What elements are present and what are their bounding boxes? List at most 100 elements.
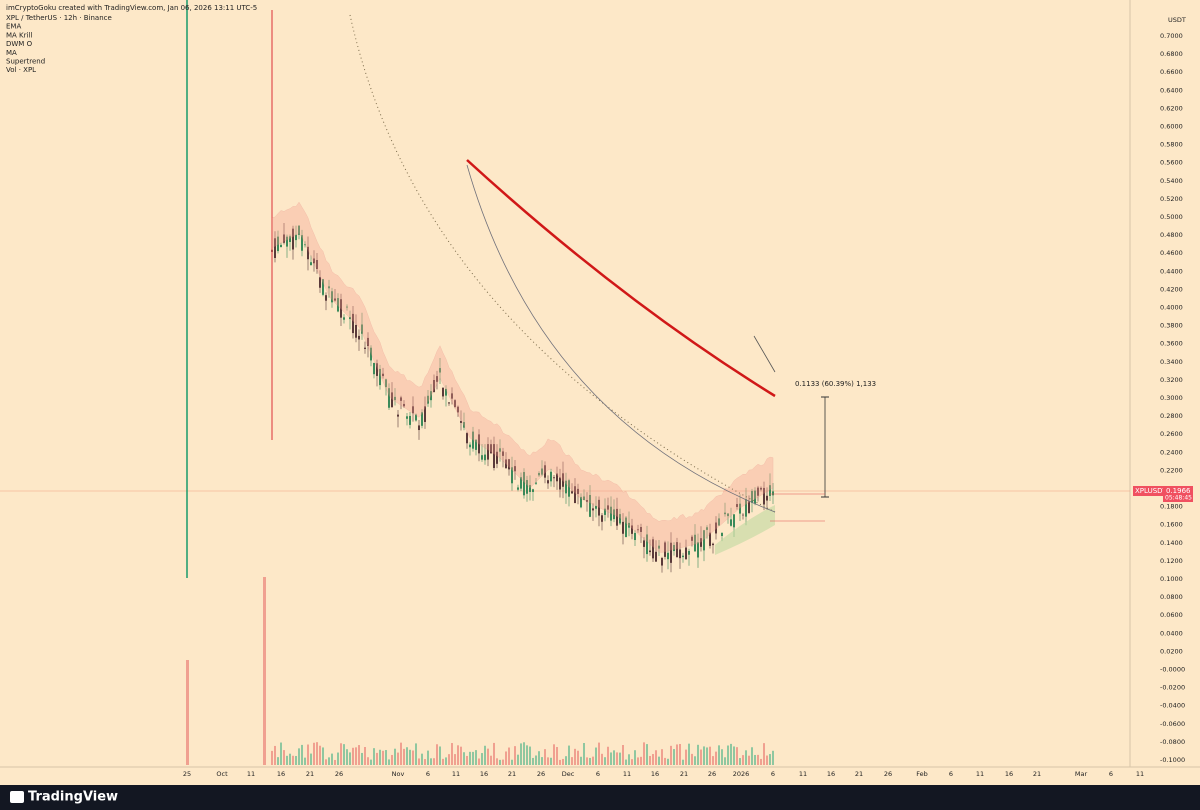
volume-bar: [739, 758, 741, 765]
axis-unit: USDT: [1168, 16, 1186, 24]
volume-bar: [346, 749, 348, 765]
candle-body: [319, 277, 321, 288]
candle-body: [526, 480, 528, 494]
volume-bar: [685, 749, 687, 765]
volume-bar: [607, 746, 609, 765]
candle-body: [766, 495, 768, 501]
volume-bar: [304, 757, 306, 765]
candle-body: [727, 513, 729, 517]
time-label: 16: [651, 770, 659, 778]
volume-bar: [484, 745, 486, 765]
candle-body: [691, 536, 693, 541]
time-label: 11: [799, 770, 807, 778]
volume-bar: [487, 748, 489, 765]
price-tag-countdown: 05:48:45: [1165, 495, 1192, 502]
volume-bar: [283, 750, 285, 765]
time-label: 16: [827, 770, 835, 778]
candle-body: [520, 477, 522, 489]
volume-bar: [280, 742, 282, 765]
candle-body: [592, 508, 594, 511]
price-label: 0.3600: [1160, 340, 1183, 348]
candle-body: [631, 525, 633, 534]
volume-bar: [727, 745, 729, 765]
candle-body: [358, 335, 360, 340]
candle-body: [415, 414, 417, 421]
time-label: 21: [855, 770, 863, 778]
volume-bar: [277, 757, 279, 765]
candle-body: [607, 505, 609, 510]
candle-body: [514, 466, 516, 472]
price-label: 0.0600: [1160, 611, 1183, 619]
legend-item: Supertrend: [6, 58, 45, 66]
volume-bar: [700, 749, 702, 765]
candle-body: [475, 439, 477, 450]
volume-bar: [271, 750, 273, 765]
volume-bar: [772, 750, 774, 765]
price-label: 0.1600: [1160, 521, 1183, 529]
volume-bar: [751, 747, 753, 765]
price-label: 0.3800: [1160, 322, 1183, 330]
candle-body: [679, 549, 681, 559]
time-label: 11: [1136, 770, 1144, 778]
volume-bar: [421, 753, 423, 765]
candle-body: [295, 234, 297, 241]
candle-body: [316, 260, 318, 269]
volume-bar: [721, 749, 723, 765]
candle-body: [418, 425, 420, 431]
credit: imCryptoGoku created with TradingView.co…: [6, 4, 257, 12]
volume-bar: [508, 747, 510, 765]
volume-bar: [328, 757, 330, 765]
price-label: 0.3200: [1160, 376, 1183, 384]
candle-body: [367, 337, 369, 347]
volume-bar: [412, 750, 414, 765]
time-label: 21: [508, 770, 516, 778]
candle-body: [742, 514, 744, 516]
candle-body: [511, 467, 513, 484]
price-label: 0.6800: [1160, 50, 1183, 58]
candle-body: [718, 518, 720, 526]
volume-bar: [379, 749, 381, 765]
candle-body: [661, 557, 663, 566]
candle-body: [460, 421, 462, 423]
candle-body: [412, 406, 414, 414]
candle-body: [574, 486, 576, 504]
candle-body: [505, 459, 507, 469]
candle-body: [463, 422, 465, 428]
candle-body: [325, 295, 327, 301]
candle-body: [328, 286, 330, 289]
candle-body: [610, 506, 612, 521]
candle-body: [304, 244, 306, 246]
candle-body: [604, 508, 606, 515]
time-label: Oct: [216, 770, 228, 778]
candle-body: [754, 490, 756, 504]
candle-body: [652, 539, 654, 559]
volume-bar: [493, 742, 495, 765]
legend-item: DWM O: [6, 40, 33, 48]
price-label: 0.2800: [1160, 412, 1183, 420]
volume-bar: [415, 743, 417, 765]
price-label: -0.1000: [1160, 756, 1185, 764]
price-label: 0.2600: [1160, 430, 1183, 438]
volume-bar: [496, 758, 498, 765]
candle-body: [559, 477, 561, 490]
candle-body: [730, 519, 732, 526]
candle-body: [361, 324, 363, 334]
volume-bar: [430, 758, 432, 765]
time-label: 6: [596, 770, 600, 778]
price-label: 0.1800: [1160, 503, 1183, 511]
volume-bar: [568, 745, 570, 765]
time-label: 11: [452, 770, 460, 778]
candle-body: [724, 512, 726, 515]
candle-body: [637, 529, 639, 531]
candle-body: [286, 236, 288, 247]
volume-bar: [454, 754, 456, 765]
price-label: -0.0200: [1160, 684, 1185, 692]
volume-bar: [325, 759, 327, 765]
time-label: 11: [976, 770, 984, 778]
candle-body: [397, 414, 399, 417]
volume-bar: [541, 757, 543, 765]
volume-bar: [394, 748, 396, 765]
